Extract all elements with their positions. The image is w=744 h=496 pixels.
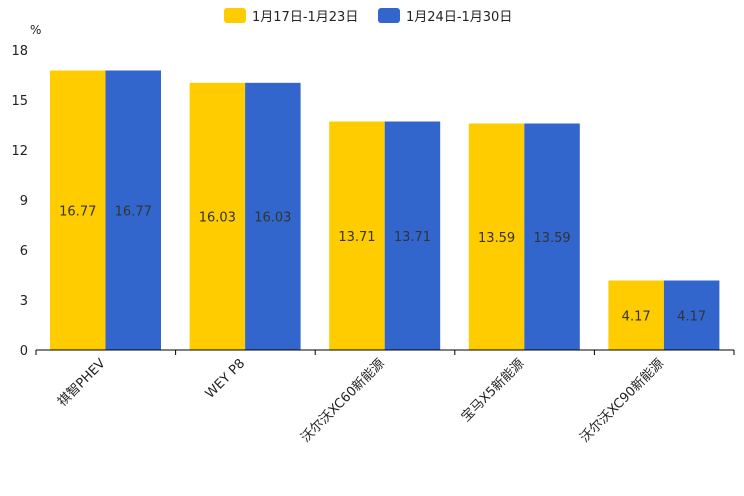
- y-tick-label: 6: [20, 244, 28, 259]
- y-tick-label: 0: [20, 344, 28, 359]
- bar-value-label: 13.59: [478, 231, 515, 246]
- y-axis-unit: %: [30, 23, 41, 37]
- legend-swatch-series-2: [378, 8, 400, 23]
- bar-2-5: [663, 280, 720, 350]
- bar-2-3: [384, 121, 441, 350]
- category-label: 宝马X5新能源: [458, 356, 527, 425]
- bar-value-label: 16.03: [199, 210, 236, 225]
- bar-value-label: 16.77: [115, 204, 152, 219]
- x-axis: [35, 349, 735, 355]
- bar-value-label: 4.17: [622, 309, 651, 324]
- bar-1-1: [50, 70, 106, 350]
- bar-value-label: 13.59: [533, 231, 570, 246]
- y-tick-label: 18: [11, 44, 28, 59]
- bar-2-4: [524, 123, 580, 350]
- legend-label-series-1: 1月17日-1月23日: [252, 10, 358, 25]
- bars: 16.77 16.77 16.03 16.03 13.71 13.71 13.59 13.59…: [50, 70, 720, 350]
- bar-value-label: 16.77: [59, 204, 96, 219]
- category-label: 沃尔沃XC90新能源: [577, 356, 667, 446]
- y-tick-label: 3: [20, 294, 28, 309]
- legend-label-series-2: 1月24日-1月30日: [406, 10, 512, 25]
- bar-value-label: 13.71: [338, 230, 375, 245]
- bar-1-5: [608, 280, 664, 350]
- category-label: 祺智PHEV: [55, 356, 109, 410]
- legend: 1月17日-1月23日 1月24日-1月30日: [224, 8, 512, 25]
- bar-value-label: 13.71: [394, 230, 431, 245]
- category-label: WEY P8: [203, 356, 248, 401]
- y-tick-label: 9: [20, 194, 28, 209]
- category-label: 沃尔沃XC60新能源: [298, 356, 388, 446]
- bar-1-4: [468, 123, 525, 350]
- y-tick-label: 15: [11, 94, 28, 109]
- legend-swatch-series-1: [224, 8, 246, 23]
- bar-1-2: [189, 82, 246, 350]
- bar-1-3: [329, 121, 385, 350]
- bar-2-1: [105, 70, 161, 350]
- bar-value-label: 4.17: [677, 309, 706, 324]
- y-tick-label: 12: [11, 144, 28, 159]
- bar-2-2: [245, 82, 301, 350]
- bar-value-label: 16.03: [254, 210, 291, 225]
- category-labels: 祺智PHEV WEY P8 沃尔沃XC60新能源 宝马X5新能源 沃尔沃XC90新能源: [55, 356, 667, 446]
- y-axis-ticks: 0 3 6 9 12 15 18: [11, 44, 28, 359]
